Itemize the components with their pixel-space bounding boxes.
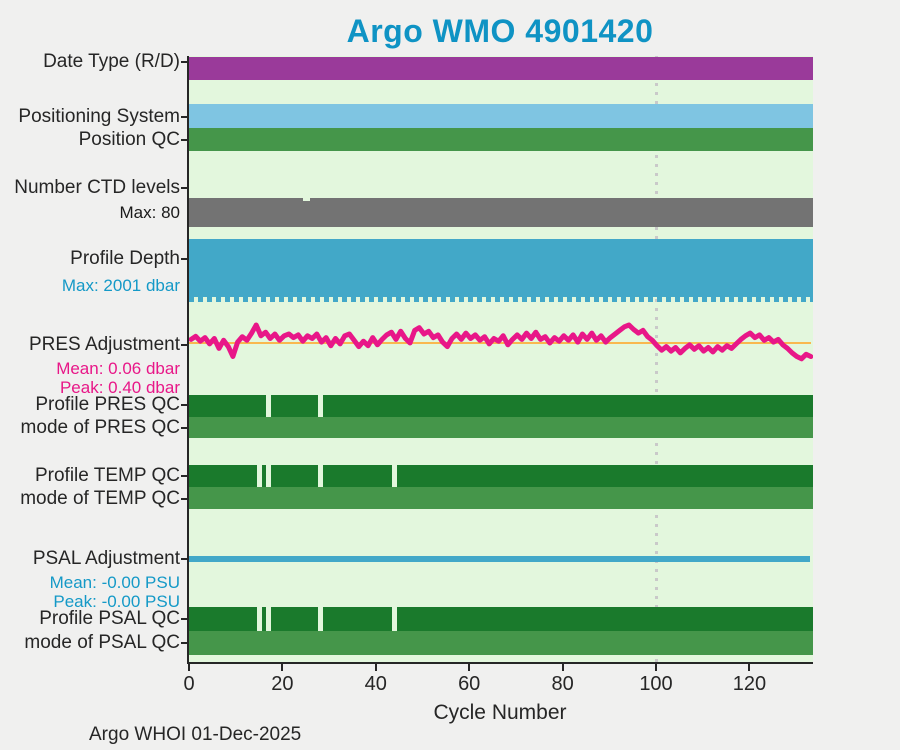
profile-depth-bar-dashed-edge <box>189 297 813 302</box>
label-profile-pres-qc: Profile PRES QC <box>35 394 180 415</box>
x-tick-label: 100 <box>639 673 673 695</box>
label-positioning: Positioning System <box>18 106 180 127</box>
y-tick <box>181 258 187 260</box>
profile-psal-qc-bar-gap <box>266 607 272 631</box>
label-psal-peak: Peak: -0.00 PSU <box>53 592 180 611</box>
x-tick <box>561 664 564 671</box>
mode-pres-qc-bar <box>189 417 813 438</box>
label-pres-mean: Mean: 0.06 dbar <box>56 359 180 378</box>
x-tick <box>281 664 284 671</box>
label-psal-adjustment: PSAL Adjustment <box>32 548 180 569</box>
footer-credit: Argo WHOI 01-Dec-2025 <box>89 724 302 745</box>
mode-temp-qc-bar <box>189 487 813 509</box>
num-ctd-bar-notch <box>302 198 310 201</box>
profile-temp-qc-bar-gap <box>392 465 398 487</box>
profile-temp-qc-bar-gap <box>257 465 263 487</box>
x-tick <box>374 664 377 671</box>
label-ctd-max: Max: 80 <box>119 203 180 222</box>
label-profile-psal-qc: Profile PSAL QC <box>39 608 180 629</box>
profile-psal-qc-bar-gap <box>317 607 323 631</box>
position-qc-bar <box>189 128 813 151</box>
x-tick-label: 0 <box>183 673 195 695</box>
reference-vline <box>654 56 658 662</box>
y-tick <box>181 427 187 429</box>
profile-psal-qc-bar <box>189 607 813 631</box>
plot-area <box>187 56 813 664</box>
pres-adjustment-line <box>189 322 813 362</box>
label-date-type: Date Type (R/D) <box>43 51 180 72</box>
label-profile-temp-qc: Profile TEMP QC <box>34 465 180 486</box>
y-tick <box>181 139 187 141</box>
profile-pres-qc-bar-gap <box>266 395 272 417</box>
x-tick <box>748 664 751 671</box>
psal-adjustment-line <box>189 556 810 562</box>
x-tick-label: 20 <box>271 673 294 695</box>
y-tick <box>181 618 187 620</box>
x-tick <box>188 664 190 671</box>
y-tick <box>181 344 187 346</box>
y-tick <box>181 187 187 189</box>
x-tick-label: 80 <box>551 673 574 695</box>
profile-temp-qc-bar-gap <box>317 465 323 487</box>
x-tick <box>655 664 657 671</box>
plot-canvas <box>189 56 813 662</box>
positioning-bar <box>189 104 813 128</box>
profile-psal-qc-bar-gap <box>392 607 398 631</box>
label-profile-depth: Profile Depth <box>70 248 180 269</box>
x-tick-label: 40 <box>364 673 387 695</box>
y-tick <box>181 498 187 500</box>
label-depth-max: Max: 2001 dbar <box>61 276 180 295</box>
y-tick <box>181 642 187 644</box>
x-axis-title: Cycle Number <box>433 701 567 724</box>
label-mode-temp-qc: mode of TEMP QC <box>20 488 180 509</box>
profile-psal-qc-bar-gap <box>257 607 263 631</box>
date-type-bar <box>189 57 813 80</box>
y-tick <box>181 558 187 560</box>
y-tick <box>181 61 187 63</box>
x-tick-label: 120 <box>732 673 767 695</box>
x-tick <box>468 664 471 671</box>
profile-depth-bar <box>189 239 813 297</box>
label-position-qc: Position QC <box>78 129 180 150</box>
label-mode-pres-qc: mode of PRES QC <box>20 417 180 438</box>
label-mode-psal-qc: mode of PSAL QC <box>24 632 180 653</box>
label-pres-adjustment: PRES Adjustment <box>28 334 180 355</box>
profile-temp-qc-bar <box>189 465 813 487</box>
label-num-ctd: Number CTD levels <box>14 177 180 198</box>
x-tick-label: 60 <box>458 673 481 695</box>
y-tick <box>181 404 187 406</box>
chart-title: Argo WMO 4901420 <box>346 13 654 49</box>
y-tick <box>181 116 187 118</box>
mode-psal-qc-bar <box>189 631 813 655</box>
label-pres-peak: Peak: 0.40 dbar <box>59 378 180 397</box>
label-psal-mean: Mean: -0.00 PSU <box>49 573 180 592</box>
profile-pres-qc-bar <box>189 395 813 417</box>
profile-pres-qc-bar-gap <box>317 395 323 417</box>
profile-temp-qc-bar-gap <box>266 465 272 487</box>
y-tick <box>181 475 187 477</box>
num-ctd-bar <box>189 198 813 227</box>
